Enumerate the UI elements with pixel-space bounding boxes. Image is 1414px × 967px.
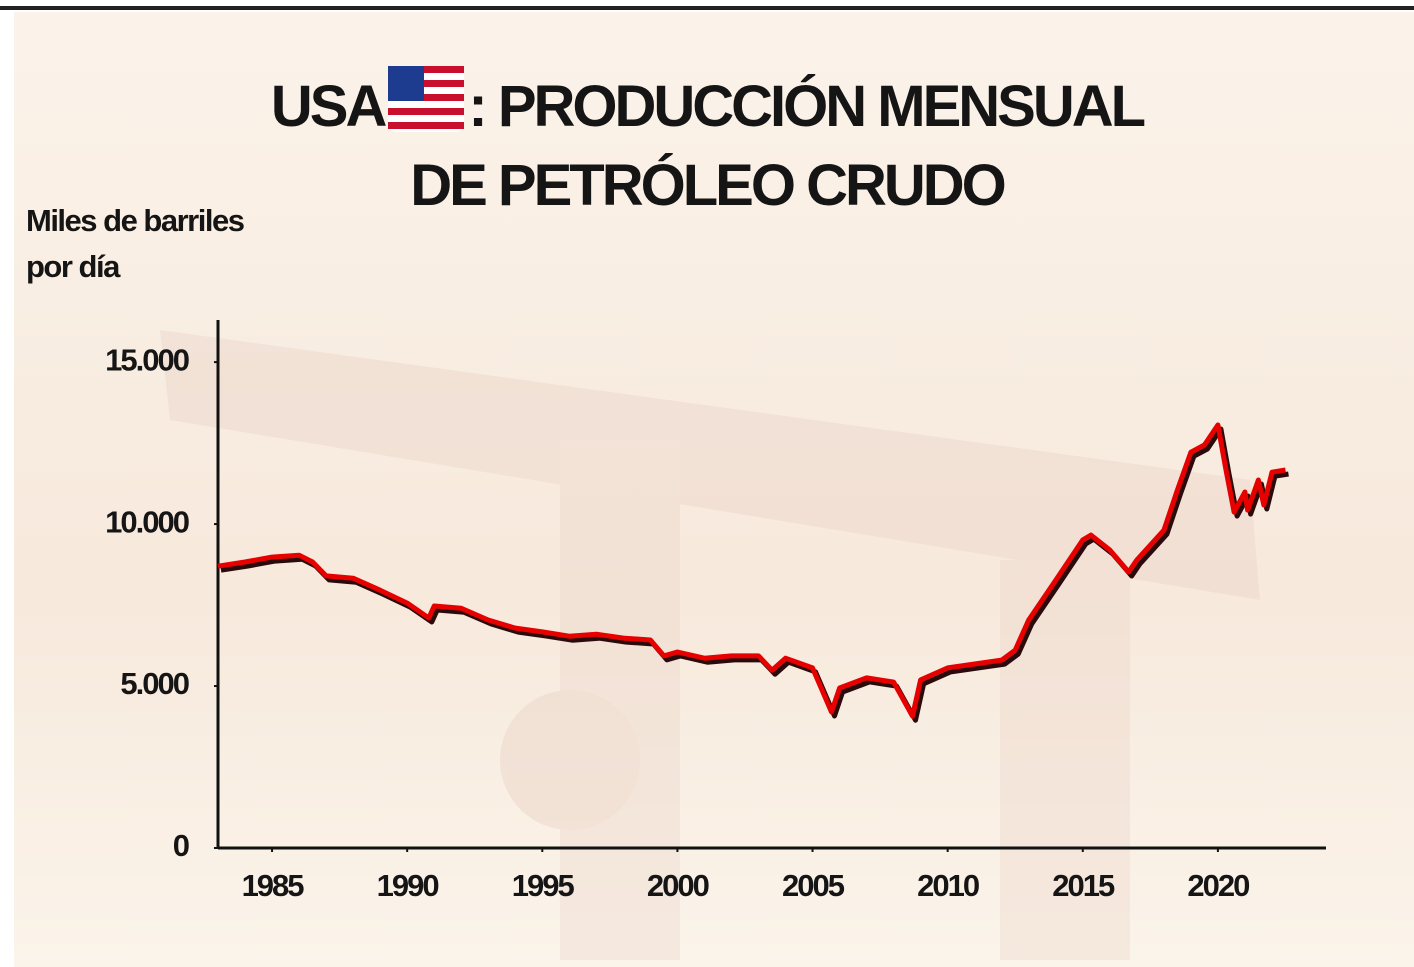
x-tick-label: 2005 <box>782 868 845 903</box>
x-tick-label: 2010 <box>917 868 979 903</box>
flag-icon <box>386 64 466 134</box>
page: 0 5.000 10.000 15.000 1985 1990 1995 2000 2005 20… <box>0 0 1414 967</box>
y-tick-label: 5.000 <box>120 666 188 701</box>
x-tick-label: 1995 <box>512 868 575 903</box>
y-axis-label: Miles de barriles por día <box>26 198 276 290</box>
y-tick-label: 15.000 <box>105 342 189 377</box>
x-tick-label: 1985 <box>242 868 305 903</box>
y-tick-label: 0 <box>173 828 189 863</box>
title-line: USA : PRODUCCIÓN MENSUAL <box>0 64 1414 140</box>
title-lead: USA <box>271 74 384 139</box>
x-tick-label: 2000 <box>647 868 709 903</box>
chart: 0 5.000 10.000 15.000 1985 1990 1995 2000 2005 20… <box>0 0 1414 967</box>
x-tick-label: 2015 <box>1052 868 1115 903</box>
x-tick-label: 2020 <box>1187 868 1249 903</box>
y-tick-label: 10.000 <box>105 504 189 539</box>
chart-title: : PRODUCCIÓN MENSUAL <box>468 74 1143 139</box>
top-border <box>0 6 1414 10</box>
x-tick-label: 1990 <box>377 868 439 903</box>
